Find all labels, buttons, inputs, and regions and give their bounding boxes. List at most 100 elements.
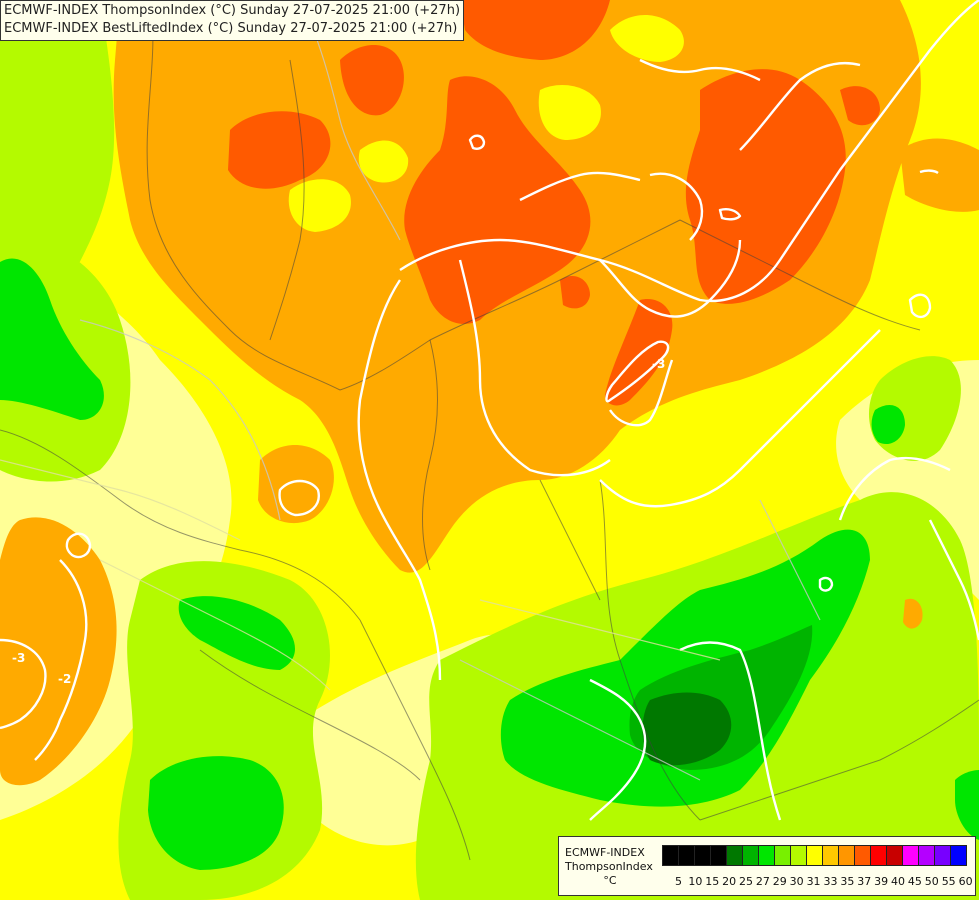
isoline bbox=[458, 259, 611, 477]
legend-swatch bbox=[742, 845, 759, 866]
field-orange-east-small bbox=[903, 598, 923, 629]
isoline bbox=[65, 532, 92, 559]
border-line bbox=[339, 219, 681, 391]
legend-swatch bbox=[950, 845, 967, 866]
legend-title: ECMWF-INDEX ThompsonIndex °C bbox=[565, 846, 655, 888]
field-green-east-edge bbox=[955, 770, 979, 840]
border-line bbox=[539, 479, 601, 601]
legend: ECMWF-INDEX ThompsonIndex °C 5 10 15 20 25 27… bbox=[558, 836, 976, 896]
isoline bbox=[34, 559, 88, 761]
field-green-southwest-b bbox=[148, 756, 284, 870]
legend-swatch bbox=[678, 845, 695, 866]
pale-isoline bbox=[99, 559, 331, 691]
isoline bbox=[739, 61, 861, 151]
legend-tick-label: 50 bbox=[924, 875, 939, 888]
legend-tick-label: 25 bbox=[739, 875, 753, 888]
legend-tick-label: 60 bbox=[958, 875, 973, 888]
isoline bbox=[679, 641, 782, 821]
contour-label: -3 bbox=[652, 357, 665, 371]
legend-tick-label: 20 bbox=[722, 875, 737, 888]
field-red-orange-east bbox=[840, 86, 880, 126]
border-line bbox=[699, 699, 979, 821]
legend-tick-label: 55 bbox=[941, 875, 956, 888]
isoline bbox=[519, 171, 641, 202]
field-yellow-pocket-center bbox=[358, 140, 409, 183]
field-yellow-pocket-north bbox=[538, 85, 601, 140]
legend-tick-label: 10 bbox=[688, 875, 703, 888]
legend-tick-label: 15 bbox=[705, 875, 720, 888]
legend-swatch bbox=[726, 845, 743, 866]
border-line bbox=[422, 339, 438, 571]
border-line bbox=[269, 59, 305, 341]
legend-index: ThompsonIndex bbox=[565, 860, 653, 873]
border-line bbox=[679, 219, 921, 331]
field-red-orange-northeast bbox=[685, 69, 846, 304]
isoline bbox=[589, 678, 647, 821]
field-green-east bbox=[871, 405, 905, 445]
pale-isoline bbox=[479, 599, 721, 661]
field-red-orange-north-a bbox=[340, 45, 404, 116]
legend-swatch bbox=[806, 845, 823, 866]
border-line bbox=[359, 619, 471, 861]
field-darkgreen-southeast bbox=[642, 692, 732, 766]
isoline bbox=[818, 576, 834, 592]
field-red-orange-nw bbox=[228, 111, 331, 189]
pale-isolines bbox=[0, 459, 721, 691]
border-line bbox=[599, 479, 701, 821]
isoline bbox=[639, 58, 761, 82]
isoline bbox=[357, 279, 442, 681]
isoline bbox=[609, 359, 674, 427]
legend-tick-label: 30 bbox=[789, 875, 804, 888]
legend-swatch bbox=[838, 845, 855, 866]
legend-ticks: 5 10 15 20 25 27 29 30 31 33 35 37 39 40 45 50 55 60 bbox=[662, 875, 974, 888]
isoline bbox=[928, 519, 979, 641]
legend-tick-label: 27 bbox=[755, 875, 770, 888]
isoline bbox=[399, 0, 979, 303]
legend-tick-label: 33 bbox=[823, 875, 838, 888]
map-header: ECMWF-INDEX ThompsonIndex (°C) Sunday 27… bbox=[0, 0, 465, 41]
legend-swatch bbox=[822, 845, 839, 866]
legend-swatch bbox=[918, 845, 935, 866]
isoline bbox=[599, 239, 742, 318]
border-line bbox=[146, 0, 341, 391]
border-line bbox=[0, 429, 361, 621]
legend-swatch bbox=[886, 845, 903, 866]
legend-tick-label: 35 bbox=[840, 875, 855, 888]
river-line bbox=[79, 319, 281, 521]
isoline bbox=[838, 456, 951, 521]
river-line bbox=[459, 659, 701, 781]
legend-swatch bbox=[662, 845, 679, 866]
river-line bbox=[759, 499, 821, 621]
legend-tick-label: 5 bbox=[674, 875, 682, 888]
field-red-orange-north-b bbox=[460, 0, 610, 60]
border-line bbox=[199, 649, 421, 781]
isolines bbox=[0, 0, 979, 821]
legend-swatch bbox=[774, 845, 791, 866]
field-orange-center-west bbox=[258, 445, 334, 524]
legend-swatch bbox=[934, 845, 951, 866]
legend-tick-spacer bbox=[662, 875, 670, 888]
country-borders bbox=[0, 0, 979, 861]
field-orange-southwest bbox=[0, 517, 117, 786]
field-orange-east bbox=[900, 138, 979, 212]
legend-swatch bbox=[870, 845, 887, 866]
legend-swatch bbox=[694, 845, 711, 866]
legend-tick-label: 45 bbox=[907, 875, 922, 888]
header-line-thompson: ECMWF-INDEX ThompsonIndex (°C) Sunday 27… bbox=[4, 3, 461, 18]
field-red-orange-south bbox=[560, 275, 590, 309]
legend-unit: °C bbox=[603, 874, 617, 887]
isoline bbox=[649, 172, 704, 241]
isoline bbox=[605, 340, 670, 403]
contour-label: -3 bbox=[12, 651, 25, 665]
legend-swatch bbox=[758, 845, 775, 866]
field-red-orange-center bbox=[404, 76, 591, 324]
legend-swatches bbox=[662, 845, 967, 866]
isoline bbox=[718, 208, 742, 221]
legend-tick-label: 40 bbox=[891, 875, 906, 888]
isoline bbox=[919, 169, 939, 175]
legend-tick-label: 29 bbox=[772, 875, 787, 888]
legend-tick-label: 39 bbox=[874, 875, 889, 888]
contour-label: -2 bbox=[58, 672, 71, 686]
field-yellow-pocket-ne bbox=[610, 15, 684, 62]
